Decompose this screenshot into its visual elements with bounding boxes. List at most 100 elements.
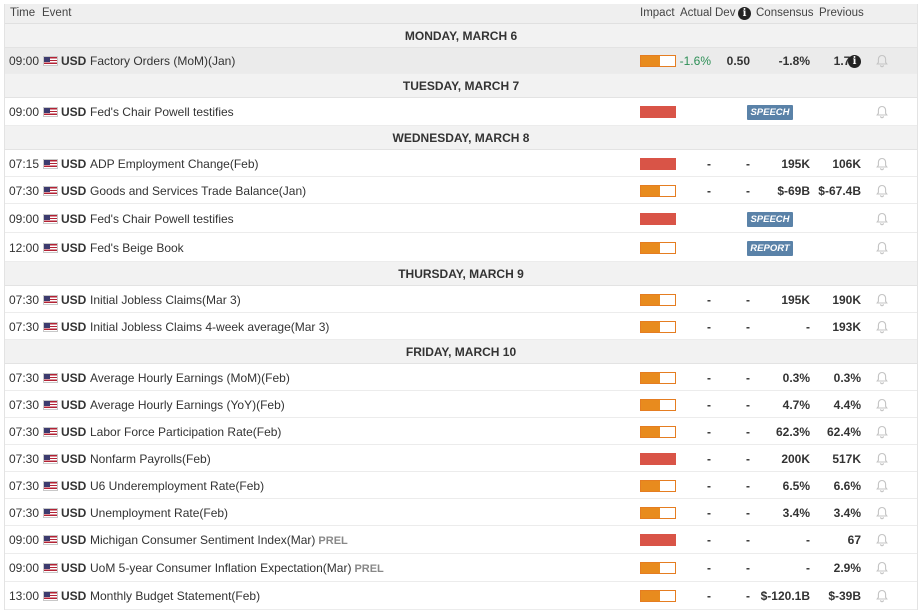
header-actual[interactable]: Actual (680, 7, 712, 19)
event-name-text[interactable]: U6 Underemployment Rate(Feb) (90, 479, 265, 493)
event-row[interactable]: 07:30 USD Goods and Services Trade Balance… (5, 177, 917, 204)
event-name-text[interactable]: Fed's Beige Book (90, 241, 184, 255)
event-row[interactable]: 12:00 USD Fed's Beige Book REPORT (5, 233, 917, 262)
event-name-text[interactable]: Average Hourly Earnings (YoY)(Feb) (90, 398, 285, 412)
bell-icon[interactable] (875, 398, 889, 412)
event-name[interactable]: Initial Jobless Claims 4-week average(Ma… (90, 320, 329, 334)
consensus-value: -1.8% (778, 54, 810, 68)
event-name[interactable]: Unemployment Rate(Feb) (90, 506, 228, 520)
event-time: 09:00 (9, 54, 40, 68)
event-name[interactable]: Nonfarm Payrolls(Feb) (90, 452, 211, 466)
bell-icon-glyph (876, 105, 888, 119)
event-name-text[interactable]: Labor Force Participation Rate(Feb) (90, 425, 282, 439)
event-currency: USD (61, 241, 87, 255)
event-row[interactable]: 09:00 USD UoM 5-year Consumer Inflation Ex… (5, 554, 917, 582)
event-row[interactable]: 07:30 USD Average Hourly Earnings (MoM)(Fe… (5, 364, 917, 391)
event-name-text[interactable]: Goods and Services Trade Balance(Jan) (90, 184, 307, 198)
bell-icon[interactable] (875, 425, 889, 439)
bell-icon[interactable] (875, 479, 889, 493)
header-impact[interactable]: Impact (640, 7, 675, 19)
event-name[interactable]: Goods and Services Trade Balance(Jan) (90, 184, 306, 198)
consensus-value: - (806, 320, 810, 334)
bell-icon[interactable] (875, 506, 889, 520)
dev-value: - (746, 452, 750, 466)
event-name-text[interactable]: Initial Jobless Claims 4-week average(Ma… (90, 320, 330, 334)
event-currency: USD (61, 54, 87, 68)
header-previous[interactable]: Previous (819, 7, 864, 19)
event-row[interactable]: 07:30 USD Initial Jobless Claims 4-week av… (5, 313, 917, 340)
bell-icon-glyph (876, 184, 888, 198)
event-name-text[interactable]: UoM 5-year Consumer Inflation Expectatio… (90, 561, 352, 575)
event-name[interactable]: Factory Orders (MoM)(Jan) (90, 54, 235, 68)
event-name[interactable]: Fed's Chair Powell testifies (90, 212, 234, 226)
header-time[interactable]: Time (10, 7, 36, 19)
bell-icon[interactable] (875, 293, 889, 307)
event-row[interactable]: 07:30 USD Initial Jobless Claims(Mar 3) - - 1… (5, 286, 917, 313)
event-row[interactable]: 09:00 USD Factory Orders (MoM)(Jan) -1.6% 0.… (5, 48, 917, 74)
event-name-text[interactable]: Factory Orders (MoM)(Jan) (90, 54, 236, 68)
event-name[interactable]: Monthly Budget Statement(Feb) (90, 589, 260, 603)
event-name[interactable]: Initial Jobless Claims(Mar 3) (90, 293, 241, 307)
event-name[interactable]: Michigan Consumer Sentiment Index(Mar) PR… (90, 533, 348, 547)
header-event[interactable]: Event (42, 7, 72, 19)
event-row[interactable]: 07:30 USD Nonfarm Payrolls(Feb) - - 200K 517K (5, 445, 917, 472)
event-name-text[interactable]: Unemployment Rate(Feb) (90, 506, 229, 520)
event-currency: USD (61, 320, 87, 334)
bell-icon[interactable] (875, 371, 889, 385)
event-name[interactable]: Fed's Chair Powell testifies (90, 105, 234, 119)
us-flag-icon (43, 508, 58, 518)
bell-icon[interactable] (875, 452, 889, 466)
event-row[interactable]: 07:30 USD Unemployment Rate(Feb) - - 3.4% 3.4% (5, 499, 917, 526)
event-row[interactable]: 07:30 USD Labor Force Participation Rate(F… (5, 418, 917, 445)
event-name-text[interactable]: Monthly Budget Statement(Feb) (90, 589, 261, 603)
info-icon[interactable]: i (848, 55, 861, 68)
bell-icon[interactable] (875, 157, 889, 171)
event-name[interactable]: Average Hourly Earnings (MoM)(Feb) (90, 371, 290, 385)
bell-icon[interactable] (875, 320, 889, 334)
event-row[interactable]: 07:15 USD ADP Employment Change(Feb) - - 195K… (5, 150, 917, 177)
event-name[interactable]: Average Hourly Earnings (YoY)(Feb) (90, 398, 285, 412)
event-row[interactable]: 07:30 USD U6 Underemployment Rate(Feb) - - 6.… (5, 472, 917, 499)
bell-icon[interactable] (875, 241, 889, 255)
event-row[interactable]: 09:00 USD Fed's Chair Powell testifies SPEE… (5, 204, 917, 233)
speech-badge[interactable]: SPEECH (747, 212, 793, 227)
actual-value: - (707, 589, 711, 603)
impact-bar (640, 321, 676, 333)
impact-fill (641, 295, 660, 305)
impact-fill (641, 243, 660, 253)
speech-badge[interactable]: SPEECH (747, 105, 793, 120)
bell-icon[interactable] (875, 533, 889, 547)
event-name-text[interactable]: Michigan Consumer Sentiment Index(Mar) (90, 533, 316, 547)
bell-icon[interactable] (875, 105, 889, 119)
actual-value: - (707, 425, 711, 439)
event-name-text[interactable]: Fed's Chair Powell testifies (90, 105, 234, 119)
event-name[interactable]: Fed's Beige Book (90, 241, 184, 255)
bell-icon[interactable] (875, 54, 889, 68)
event-name[interactable]: Labor Force Participation Rate(Feb) (90, 425, 281, 439)
bell-icon[interactable] (875, 184, 889, 198)
dev-value: - (746, 398, 750, 412)
dev-value: - (746, 157, 750, 171)
event-name-text[interactable]: Fed's Chair Powell testifies (90, 212, 234, 226)
event-name[interactable]: UoM 5-year Consumer Inflation Expectatio… (90, 561, 384, 575)
dev-value: - (746, 561, 750, 575)
event-name[interactable]: ADP Employment Change(Feb) (90, 157, 259, 171)
header-dev[interactable]: Dev (715, 7, 736, 19)
us-flag-icon (43, 400, 58, 410)
event-name[interactable]: U6 Underemployment Rate(Feb) (90, 479, 264, 493)
consensus-value: 3.4% (782, 506, 810, 520)
event-row[interactable]: 07:30 USD Average Hourly Earnings (YoY)(Fe… (5, 391, 917, 418)
consensus-value: 62.3% (775, 425, 810, 439)
bell-icon[interactable] (875, 561, 889, 575)
bell-icon[interactable] (875, 212, 889, 226)
event-row[interactable]: 13:00 USD Monthly Budget Statement(Feb) - - $… (5, 582, 917, 610)
event-name-text[interactable]: Initial Jobless Claims(Mar 3) (90, 293, 241, 307)
event-row[interactable]: 09:00 USD Michigan Consumer Sentiment Inde… (5, 526, 917, 554)
event-name-text[interactable]: Average Hourly Earnings (MoM)(Feb) (90, 371, 290, 385)
header-consensus[interactable]: Consensus (756, 7, 814, 19)
event-name-text[interactable]: ADP Employment Change(Feb) (90, 157, 259, 171)
dev-info-icon[interactable]: i (738, 7, 751, 20)
event-row[interactable]: 09:00 USD Fed's Chair Powell testifies SPEE… (5, 98, 917, 126)
report-badge[interactable]: REPORT (747, 241, 793, 256)
event-name-text[interactable]: Nonfarm Payrolls(Feb) (90, 452, 211, 466)
